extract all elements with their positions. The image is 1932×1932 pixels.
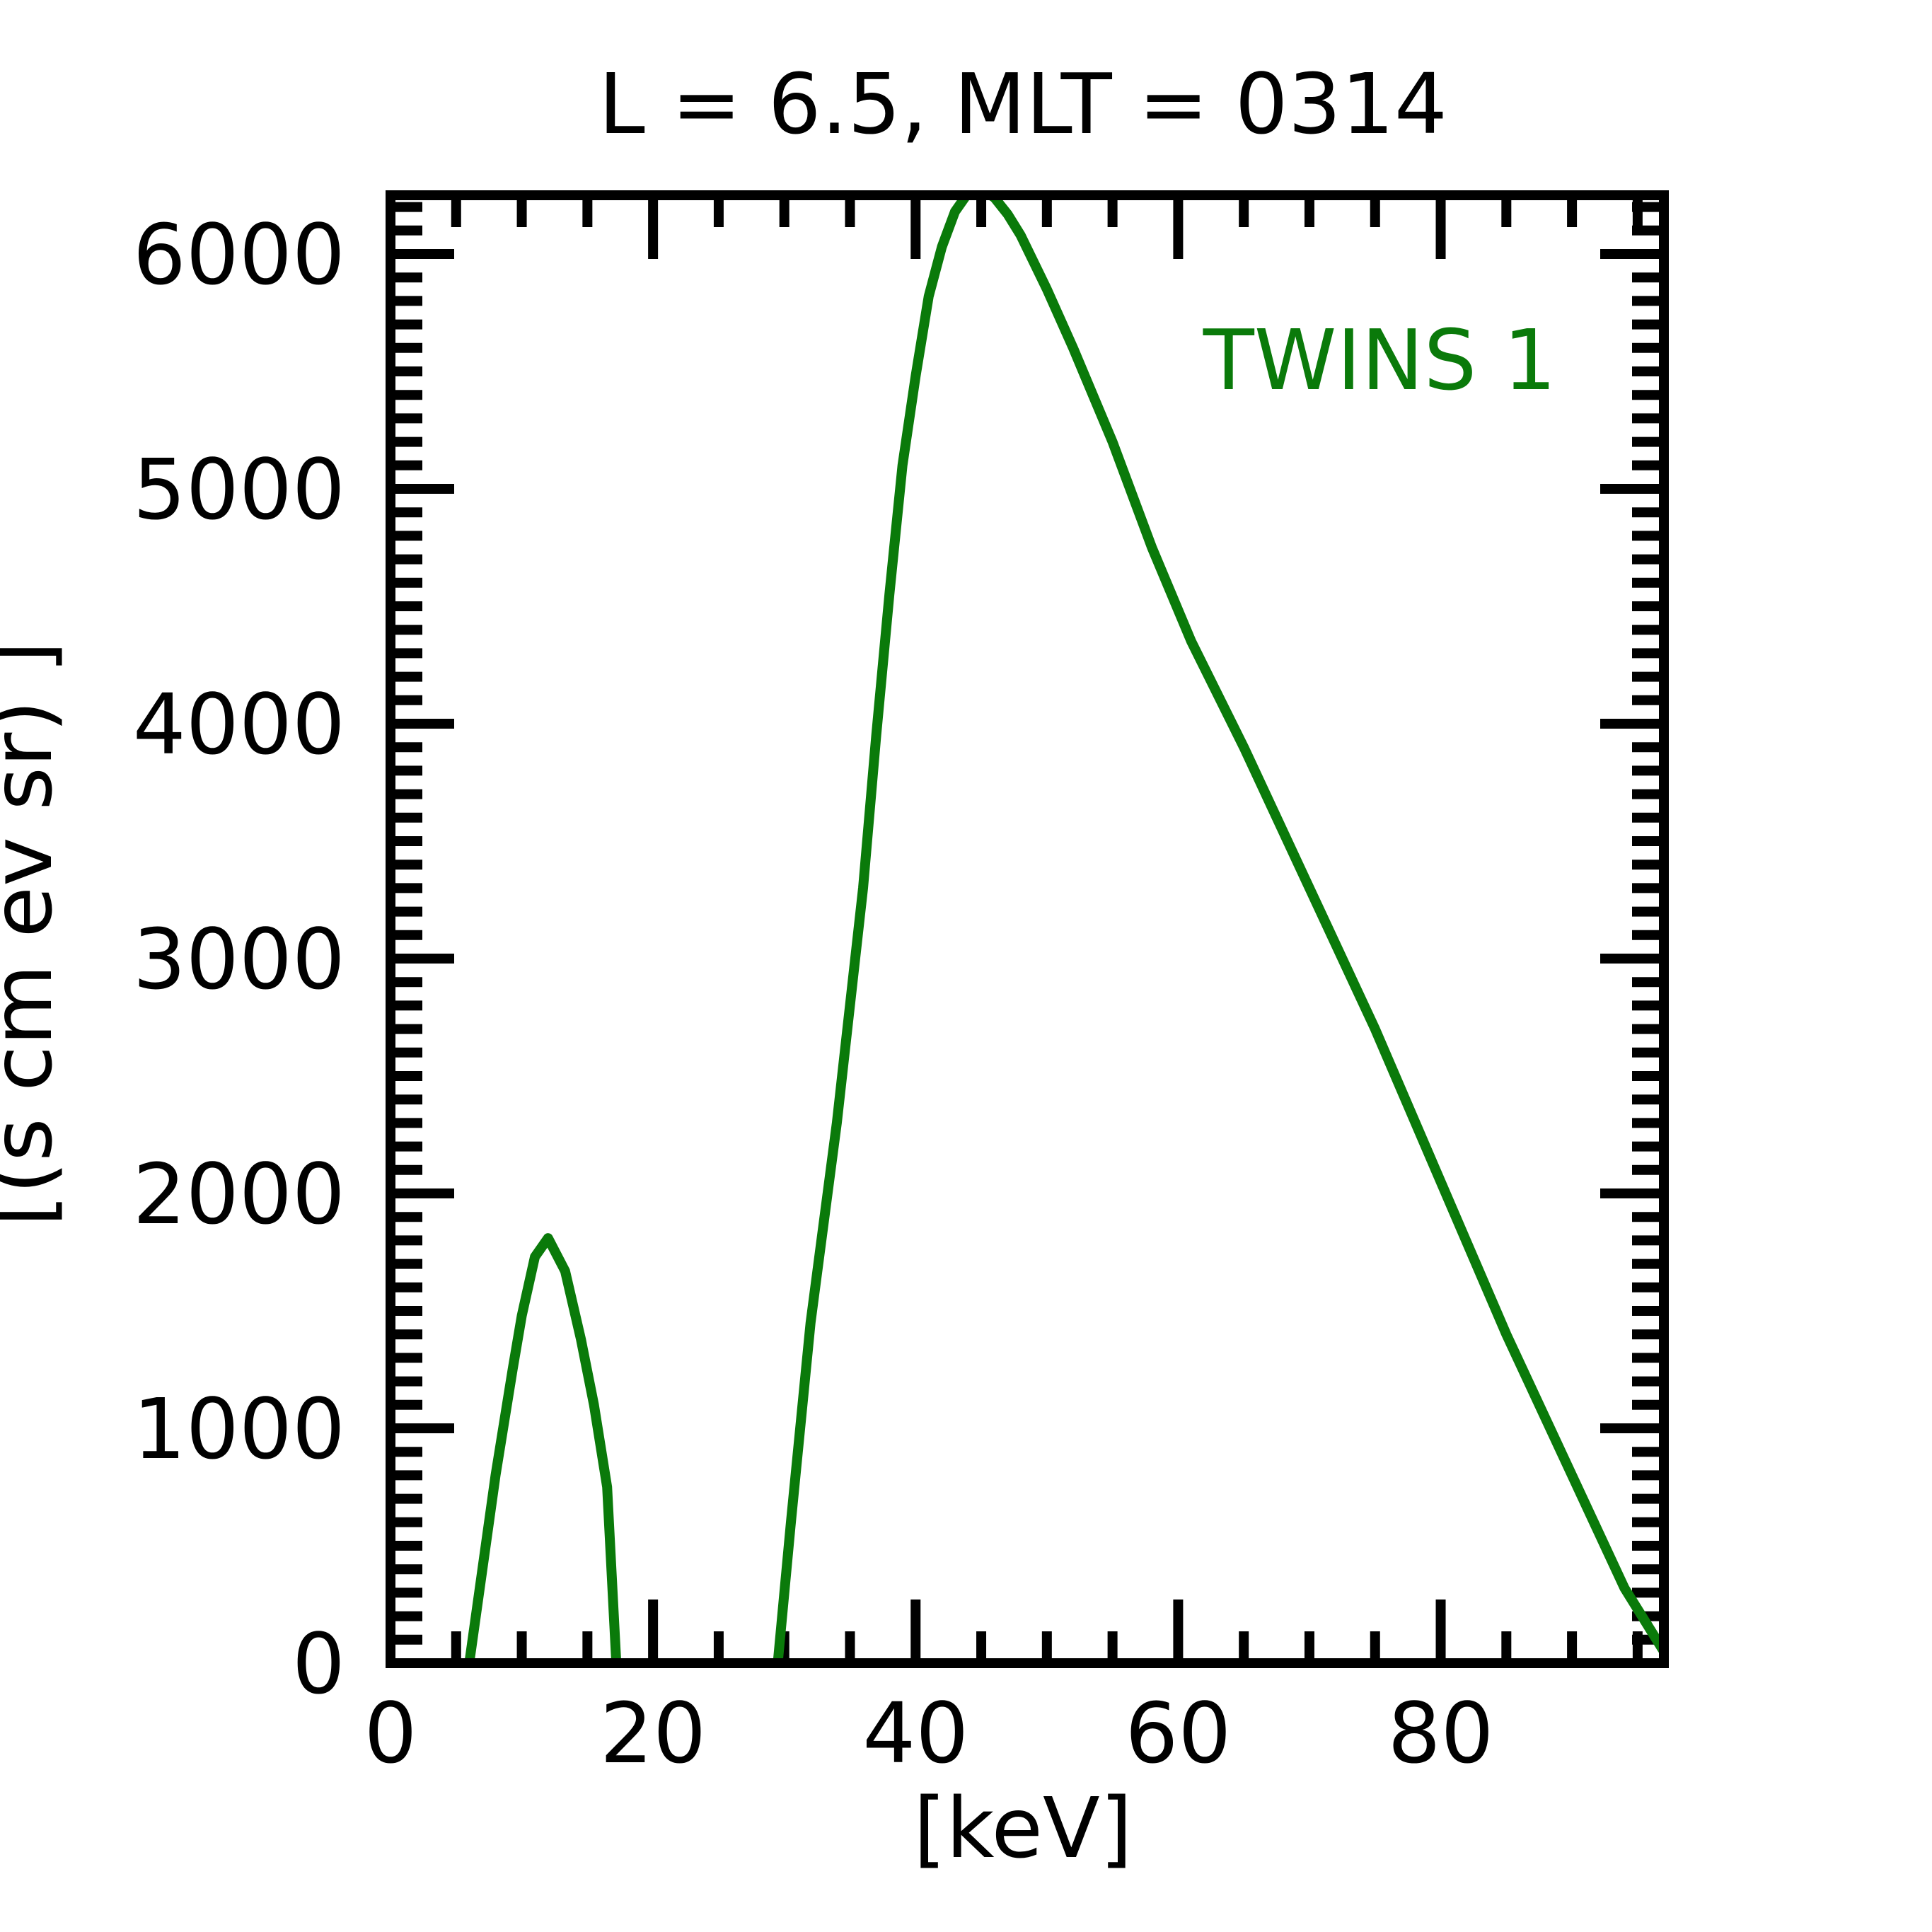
x-tick-label: 60 [1125, 1684, 1231, 1782]
tick-labels: 0 20 40 60 80 0 1000 2000 3000 4000 5000 6000 [133, 206, 1494, 1782]
x-tick-label: 40 [862, 1684, 968, 1782]
y-tick-label: 6000 [133, 206, 345, 303]
x-tick-label: 80 [1387, 1684, 1493, 1782]
major-ticks [386, 195, 1664, 1668]
x-tick-label: 20 [600, 1684, 706, 1782]
legend-label: TWINS 1 [1203, 311, 1556, 409]
y-tick-label: 3000 [133, 910, 345, 1008]
series-line [464, 1233, 622, 1663]
series-layer [464, 195, 1664, 1663]
y-tick-label: 1000 [133, 1380, 345, 1478]
x-axis-label: [keV] [913, 1779, 1133, 1877]
series-line [773, 195, 1664, 1663]
plot-frame [386, 190, 1669, 1668]
chart-title: L = 6.5, MLT = 0314 [598, 55, 1447, 153]
y-axis-label: [(s cm ev sr) ] [0, 641, 71, 1227]
y-tick-label: 5000 [133, 441, 345, 538]
x-tick-label: 0 [364, 1684, 417, 1782]
y-tick-label: 4000 [133, 676, 345, 773]
y-tick-label: 0 [292, 1615, 345, 1713]
y-tick-label: 2000 [133, 1145, 345, 1243]
minor-ticks [391, 195, 1664, 1663]
